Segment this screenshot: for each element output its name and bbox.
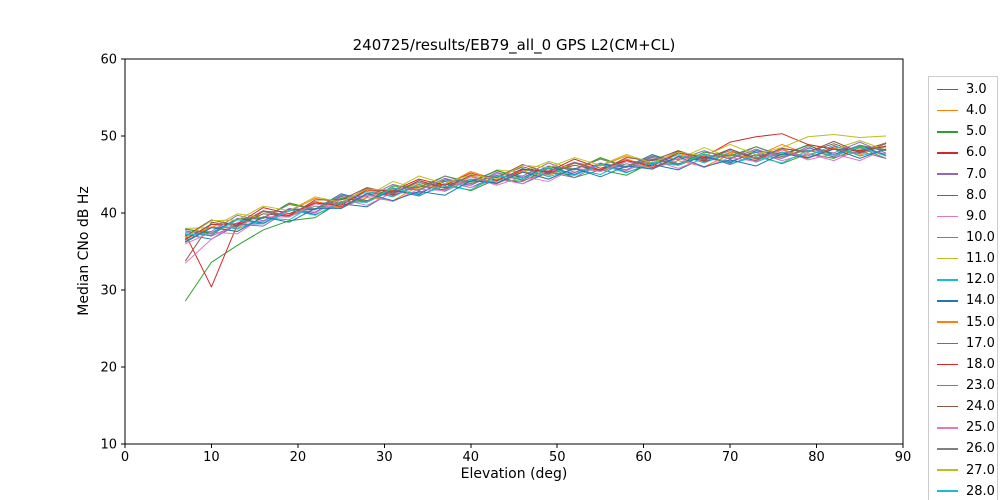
y-tick-label: 30 [100, 284, 117, 299]
x-tick-label: 0 [121, 450, 129, 465]
legend-item: 25.0 [929, 417, 997, 438]
legend-item: 18.0 [929, 354, 997, 375]
series-line-29.0 [185, 148, 887, 242]
legend-item: 28.0 [929, 481, 997, 500]
legend-item: 7.0 [929, 164, 997, 185]
legend-line-sample [937, 342, 958, 344]
legend-line-sample [937, 152, 958, 154]
y-tick-label: 50 [100, 130, 117, 145]
legend-item: 4.0 [929, 100, 997, 121]
legend-label: 25.0 [966, 420, 995, 436]
y-tick-label: 60 [100, 53, 117, 68]
legend-item: 14.0 [929, 290, 997, 311]
legend-label: 15.0 [966, 314, 995, 330]
x-tick-label: 20 [290, 450, 307, 465]
legend-line-sample [937, 236, 958, 239]
x-tick-label: 10 [203, 450, 220, 465]
x-tick-label: 30 [376, 450, 393, 465]
series-line-8.0 [185, 143, 887, 262]
legend-line-sample [937, 300, 958, 302]
legend-line-sample [937, 490, 958, 492]
y-tick-label: 20 [100, 361, 117, 376]
y-tick-label: 10 [100, 438, 117, 453]
x-tick-label: 50 [549, 450, 566, 465]
legend-line-sample [937, 215, 958, 218]
x-tick-label: 90 [895, 450, 912, 465]
legend-label: 6.0 [966, 145, 987, 161]
legend-label: 26.0 [966, 441, 995, 457]
legend-line-sample [937, 321, 958, 323]
legend-item: 6.0 [929, 142, 997, 163]
x-tick-label: 80 [808, 450, 825, 465]
legend-label: 23.0 [966, 378, 995, 394]
legend-line-sample [937, 363, 958, 366]
legend-label: 7.0 [966, 166, 987, 182]
series-line-24.0 [185, 140, 887, 237]
series-line-25.0 [185, 148, 887, 245]
legend-item: 26.0 [929, 438, 997, 459]
legend-label: 11.0 [966, 251, 995, 267]
x-tick-label: 70 [722, 450, 739, 465]
legend: 3.0 4.0 5.0 6.0 7.0 8.0 9.0 10.0 11.0 12.0 14.0 15.… [928, 76, 998, 500]
y-tick-label: 40 [100, 207, 117, 222]
legend-line-sample [937, 427, 958, 429]
legend-item: 23.0 [929, 375, 997, 396]
legend-item: 10.0 [929, 227, 997, 248]
legend-item: 17.0 [929, 333, 997, 354]
legend-label: 3.0 [966, 82, 987, 98]
legend-label: 14.0 [966, 293, 995, 309]
legend-item: 11.0 [929, 248, 997, 269]
legend-line-sample [937, 384, 958, 387]
legend-line-sample [937, 131, 958, 133]
legend-item: 9.0 [929, 206, 997, 227]
legend-label: 5.0 [966, 124, 987, 140]
legend-item: 27.0 [929, 460, 997, 481]
legend-label: 8.0 [966, 187, 987, 203]
legend-line-sample [937, 257, 958, 260]
x-tick-label: 60 [635, 450, 652, 465]
legend-item: 5.0 [929, 121, 997, 142]
legend-label: 12.0 [966, 272, 995, 288]
legend-line-sample [937, 469, 958, 471]
x-tick-label: 40 [463, 450, 480, 465]
axes-frame [124, 58, 904, 445]
legend-label: 27.0 [966, 462, 995, 478]
legend-line-sample [937, 173, 958, 175]
legend-line-sample [937, 405, 958, 408]
legend-item: 24.0 [929, 396, 997, 417]
legend-item: 12.0 [929, 269, 997, 290]
legend-label: 24.0 [966, 399, 995, 415]
legend-line-sample [937, 109, 958, 112]
legend-label: 17.0 [966, 335, 995, 351]
legend-label: 10.0 [966, 230, 995, 246]
legend-item: 8.0 [929, 185, 997, 206]
legend-label: 4.0 [966, 103, 987, 119]
legend-line-sample [937, 194, 958, 197]
legend-item: 3.0 [929, 79, 997, 100]
legend-label: 18.0 [966, 356, 995, 372]
legend-line-sample [937, 88, 958, 91]
legend-line-sample [937, 448, 958, 450]
series-line-12.0 [185, 144, 887, 241]
series-line-27.0 [185, 133, 887, 239]
legend-label: 9.0 [966, 208, 987, 224]
legend-line-sample [937, 279, 958, 281]
x-axis-label: Elevation (deg) [460, 466, 568, 482]
legend-item: 15.0 [929, 312, 997, 333]
chart-title: 240725/results/EB79_all_0 GPS L2(CM+CL) [352, 36, 676, 54]
legend-label: 28.0 [966, 483, 995, 499]
